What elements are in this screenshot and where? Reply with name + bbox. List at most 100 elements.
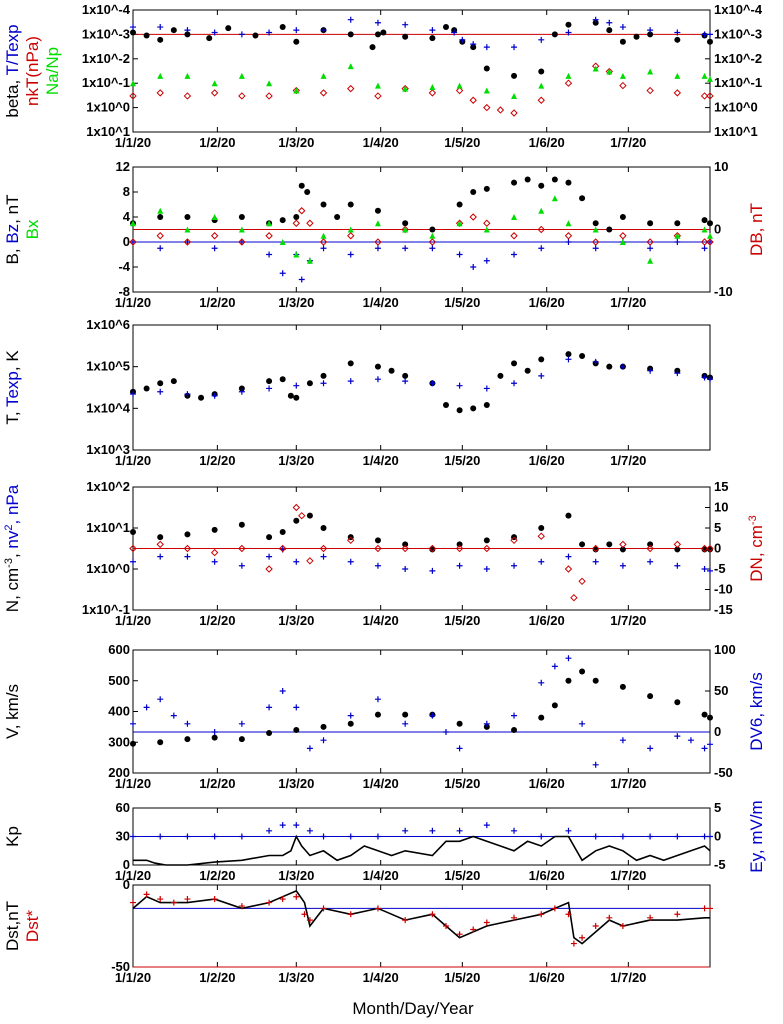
panel-7: 1/1/20 1/2/20 1/3/20 1/4/20 1/5/20 1/6/20 1/7/…: [3, 877, 713, 985]
data-point: [402, 711, 409, 718]
y2-axis-label: DN, cm-3: [747, 515, 766, 581]
x-tick-label: 1/2/20: [199, 868, 235, 883]
y-axis-label-3: Na/Np: [43, 47, 62, 95]
data-point: [565, 911, 572, 918]
data-point: [306, 745, 313, 752]
data-point: [347, 16, 354, 23]
x-tick-label: 1/4/20: [363, 295, 399, 310]
data-point: [374, 711, 381, 718]
data-point: [570, 940, 577, 947]
data-point: [130, 558, 136, 565]
data-point: [306, 380, 313, 387]
data-point: [538, 714, 545, 721]
data-point: [210, 548, 219, 557]
data-point: [320, 833, 327, 840]
data-point: [266, 385, 273, 392]
data-point: [538, 833, 545, 840]
data-point: [304, 189, 311, 195]
data-point: [579, 720, 586, 727]
data-point: [402, 21, 409, 28]
data-point: [374, 562, 381, 569]
x-tick-label: 1/6/20: [529, 868, 565, 883]
data-point: [266, 80, 273, 87]
data-point: [565, 827, 572, 834]
data-point: [456, 827, 463, 834]
data-point: [483, 226, 490, 233]
data-point: [538, 558, 545, 565]
y-tick-label: 400: [108, 704, 130, 719]
y-axis-label: Kp: [3, 826, 22, 847]
y2-tick-label: 10: [714, 500, 728, 515]
data-point: [565, 179, 572, 186]
data-point: [402, 226, 409, 233]
data-point: [707, 75, 713, 82]
data-point: [707, 905, 713, 912]
panel-frame: [132, 324, 711, 451]
data-point: [211, 80, 218, 87]
data-point: [320, 553, 327, 560]
data-point: [210, 232, 219, 240]
data-point: [701, 217, 708, 224]
x-tick-label: 1/2/20: [199, 453, 235, 468]
data-point: [184, 531, 191, 538]
data-point: [170, 378, 177, 385]
y-tick-label: 1x10^2: [86, 479, 130, 494]
data-point: [483, 822, 490, 829]
data-point: [428, 544, 437, 553]
data-point: [184, 31, 191, 38]
data-point: [564, 232, 573, 240]
x-tick-label: 1/2/20: [199, 970, 235, 985]
data-point: [707, 38, 713, 45]
data-point: [707, 31, 713, 38]
data-point: [592, 546, 599, 553]
data-point: [538, 911, 545, 918]
data-point: [706, 92, 714, 100]
data-point: [279, 24, 286, 31]
data-point: [459, 36, 466, 43]
data-point: [293, 214, 300, 220]
data-point: [198, 394, 205, 401]
data-point: [470, 189, 477, 195]
data-point: [334, 214, 341, 220]
data-point: [647, 27, 654, 34]
data-point: [401, 544, 409, 553]
data-point: [537, 225, 545, 234]
data-point: [170, 27, 177, 34]
y-tick-label: 0: [123, 877, 130, 892]
data-point: [647, 31, 654, 38]
data-point: [293, 704, 300, 711]
data-point: [538, 182, 545, 189]
y2-tick-label: 50: [714, 683, 728, 698]
data-point: [701, 566, 708, 572]
x-axis-title: Month/Day/Year: [352, 999, 474, 1018]
data-point: [538, 36, 545, 43]
y2-tick-label: 0: [714, 541, 721, 556]
data-point: [347, 251, 354, 258]
data-point: [707, 567, 713, 574]
data-point: [470, 44, 477, 51]
data-point: [470, 405, 477, 412]
data-point: [238, 903, 245, 910]
data-point: [306, 917, 313, 924]
data-point: [157, 739, 164, 746]
data-point: [130, 528, 136, 535]
data-point: [184, 226, 191, 233]
data-point: [456, 220, 463, 227]
data-point: [143, 32, 150, 39]
data-point: [238, 385, 245, 392]
data-point: [429, 567, 436, 574]
data-point: [374, 19, 381, 26]
data-point: [701, 31, 708, 38]
data-point: [442, 402, 449, 409]
data-point: [510, 109, 518, 117]
data-point: [293, 251, 300, 258]
data-point: [674, 220, 681, 227]
data-point: [129, 92, 137, 100]
data-point: [592, 761, 599, 768]
data-point: [497, 372, 504, 379]
data-point: [306, 557, 314, 565]
data-point: [170, 899, 177, 906]
data-point: [428, 89, 437, 97]
x-tick-label: 1/3/20: [278, 970, 314, 985]
data-point: [211, 729, 218, 735]
